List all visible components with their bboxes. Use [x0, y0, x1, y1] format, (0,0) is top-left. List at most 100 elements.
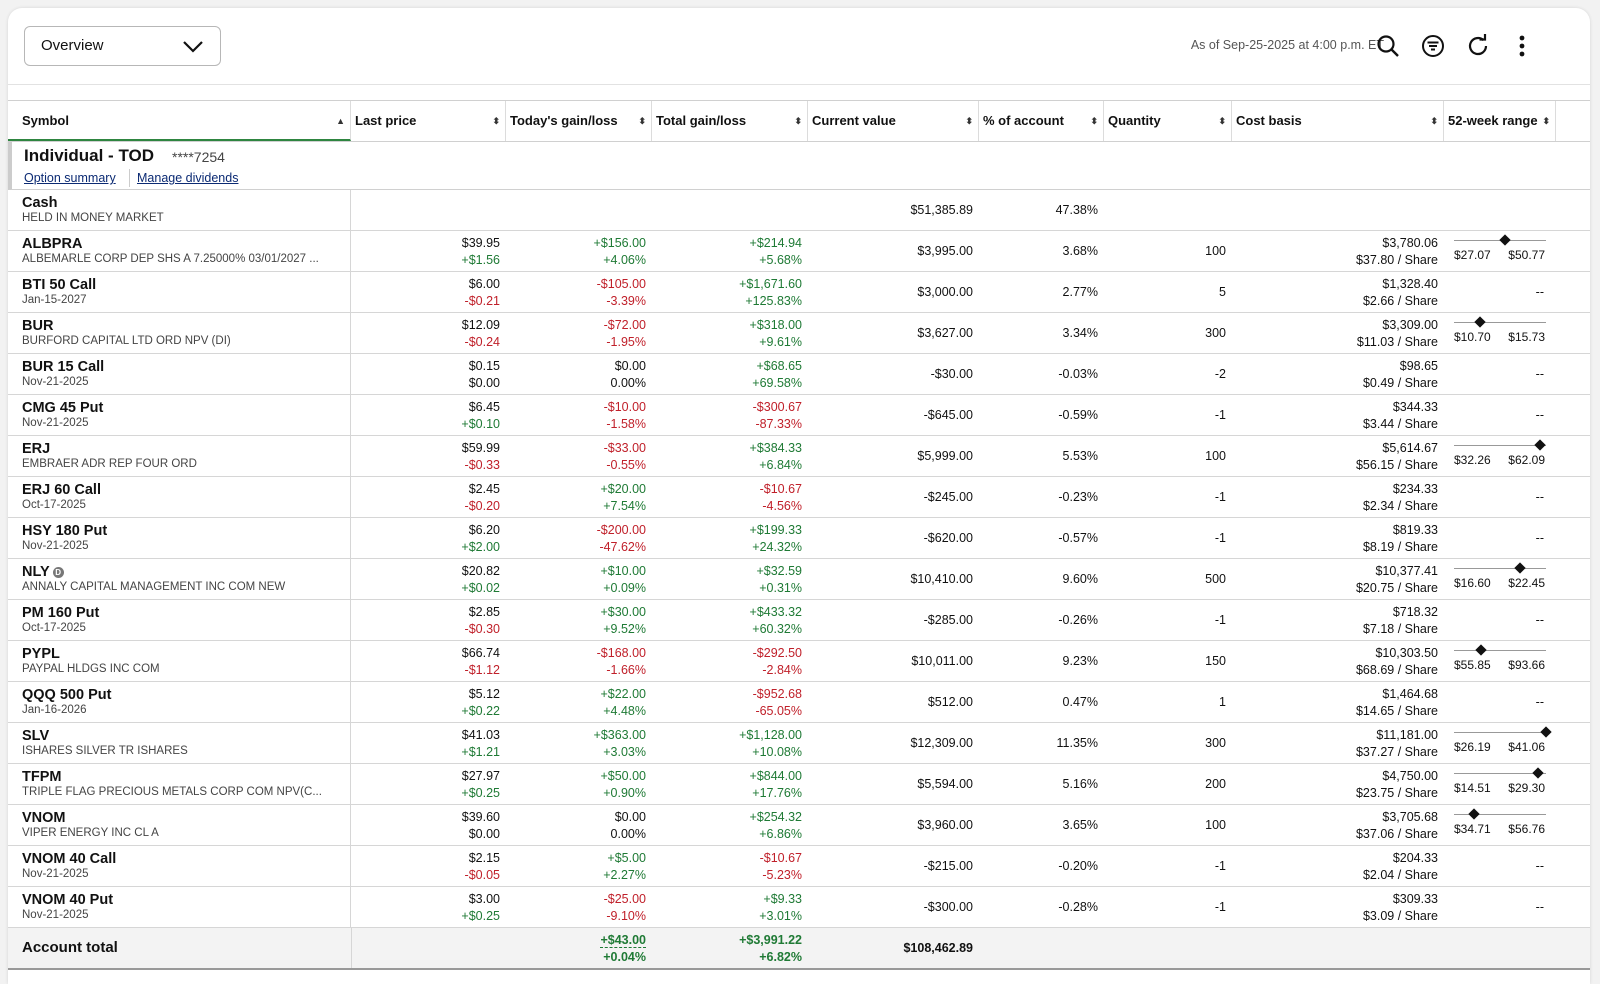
- cost-basis-total: $3,780.06: [1382, 236, 1438, 250]
- table-row[interactable]: PM 160 Put Oct-17-2025 $2.85 -$0.30 +$30…: [8, 600, 1590, 641]
- column-header-total-gain-loss[interactable]: Total gain/loss ⬍: [652, 101, 808, 141]
- table-row[interactable]: SLV ISHARES SILVER TR ISHARES $41.03 +$1…: [8, 723, 1590, 764]
- cost-basis-per-share: $7.18 / Share: [1362, 622, 1438, 636]
- column-header-percent-of-account[interactable]: % of account ⬍: [979, 101, 1104, 141]
- symbol-ticker[interactable]: HSY 180 Put: [22, 523, 107, 539]
- current-value: -$645.00: [923, 408, 973, 422]
- option-summary-link[interactable]: Option summary: [24, 171, 116, 185]
- manage-dividends-link[interactable]: Manage dividends: [137, 171, 239, 185]
- last-price: $66.74: [461, 646, 500, 660]
- symbol-ticker[interactable]: VNOM 40 Call: [22, 851, 116, 867]
- table-row[interactable]: PYPL PAYPAL HLDGS INC COM $66.74 -$1.12 …: [8, 641, 1590, 682]
- symbol-cell: BTI 50 Call Jan-15-2027: [8, 272, 351, 312]
- symbol-ticker[interactable]: PM 160 Put: [22, 605, 99, 621]
- total-gain-loss-cell: +$433.32 +60.32%: [652, 600, 808, 640]
- table-row[interactable]: NLY D ANNALY CAPITAL MANAGEMENT INC COM N…: [8, 559, 1590, 600]
- sort-icon: ⬍: [794, 116, 802, 126]
- percent-of-account: -0.03%: [1058, 367, 1098, 381]
- symbol-ticker[interactable]: PYPL: [22, 646, 60, 662]
- column-header-current-value[interactable]: Current value ⬍: [808, 101, 979, 141]
- todays-gain-loss-cell: +$22.00 +4.48%: [506, 682, 652, 722]
- last-price-cell: $66.74 -$1.12: [351, 641, 506, 681]
- table-row[interactable]: BUR BURFORD CAPITAL LTD ORD NPV (DI) $12…: [8, 313, 1590, 354]
- total-today-amount[interactable]: +$43.00: [600, 933, 646, 948]
- table-row[interactable]: VNOM VIPER ENERGY INC CL A $39.60 $0.00 …: [8, 805, 1590, 846]
- todays-gain-amount: -$105.00: [596, 277, 646, 291]
- table-row[interactable]: ALBPRA ALBEMARLE CORP DEP SHS A 7.25000%…: [8, 231, 1590, 272]
- last-price: $12.09: [461, 318, 500, 332]
- symbol-ticker[interactable]: VNOM: [22, 810, 66, 826]
- range-low: $16.60: [1454, 576, 1491, 590]
- current-value: -$620.00: [923, 531, 973, 545]
- range-high: $15.73: [1508, 330, 1545, 344]
- symbol-ticker[interactable]: BUR 15 Call: [22, 359, 104, 375]
- symbol-ticker[interactable]: TFPM: [22, 769, 61, 785]
- total-gain-percent: +6.86%: [759, 827, 802, 841]
- table-row[interactable]: QQQ 500 Put Jan-16-2026 $5.12 +$0.22 +$2…: [8, 682, 1590, 723]
- todays-gain-percent: -1.58%: [606, 417, 646, 431]
- todays-gain-percent: +7.54%: [603, 499, 646, 513]
- total-gain-percent: -4.56%: [762, 499, 802, 513]
- symbol-cell: VNOM VIPER ENERGY INC CL A: [8, 805, 351, 845]
- symbol-ticker[interactable]: BUR: [22, 318, 53, 334]
- table-row[interactable]: TFPM TRIPLE FLAG PRECIOUS METALS CORP CO…: [8, 764, 1590, 805]
- table-row[interactable]: ERJ 60 Call Oct-17-2025 $2.45 -$0.20 +$2…: [8, 477, 1590, 518]
- table-row-cash[interactable]: Cash HELD IN MONEY MARKET $51,385.89 47.…: [8, 190, 1590, 231]
- cost-basis-cell: $3,309.00 $11.03 / Share: [1232, 313, 1444, 353]
- todays-gain-percent: -3.39%: [606, 294, 646, 308]
- symbol-ticker[interactable]: ERJ 60 Call: [22, 482, 101, 498]
- symbol-ticker[interactable]: SLV: [22, 728, 49, 744]
- table-row[interactable]: VNOM 40 Put Nov-21-2025 $3.00 +$0.25 -$2…: [8, 887, 1590, 928]
- filter-icon[interactable]: [1419, 32, 1447, 60]
- refresh-icon[interactable]: [1464, 32, 1492, 60]
- symbol-ticker[interactable]: CMG 45 Put: [22, 400, 103, 416]
- symbol-ticker[interactable]: ALBPRA: [22, 236, 82, 252]
- column-header-52-week-range[interactable]: 52-week range ⬍: [1444, 101, 1556, 141]
- symbol-ticker[interactable]: Cash: [22, 195, 58, 211]
- symbol-ticker-text: SLV: [22, 728, 50, 744]
- last-price: $3.00: [468, 892, 500, 906]
- total-gain-loss-cell: +$384.33 +6.84%: [652, 436, 808, 476]
- table-row[interactable]: CMG 45 Put Nov-21-2025 $6.45 +$0.10 -$10…: [8, 395, 1590, 436]
- symbol-cell: [8, 928, 352, 968]
- account-name: Individual - TOD: [24, 146, 155, 165]
- current-value: -$285.00: [923, 613, 973, 627]
- table-row[interactable]: VNOM 40 Call Nov-21-2025 $2.15 -$0.05 +$…: [8, 846, 1590, 887]
- quantity: 300: [1205, 736, 1226, 750]
- column-label: Quantity: [1108, 113, 1161, 128]
- total-gain-amount: -$10.67: [759, 851, 802, 865]
- symbol-ticker[interactable]: ERJ: [22, 441, 50, 457]
- todays-gain-amount: -$10.00: [603, 400, 646, 414]
- table-row[interactable]: HSY 180 Put Nov-21-2025 $6.20 +$2.00 -$2…: [8, 518, 1590, 559]
- symbol-ticker[interactable]: BTI 50 Call: [22, 277, 96, 293]
- column-header-symbol[interactable]: Symbol ▲: [8, 101, 351, 141]
- symbol-ticker-text: BUR: [22, 318, 54, 334]
- symbol-ticker[interactable]: QQQ 500 Put: [22, 687, 111, 703]
- column-header-cost-basis[interactable]: Cost basis ⬍: [1232, 101, 1444, 141]
- view-select[interactable]: Overview: [24, 26, 221, 66]
- more-vertical-icon[interactable]: [1508, 32, 1536, 60]
- current-value: $3,995.00: [917, 244, 973, 258]
- table-row[interactable]: ERJ EMBRAER ADR REP FOUR ORD $59.99 -$0.…: [8, 436, 1590, 477]
- percent-of-account: 9.60%: [1062, 572, 1098, 586]
- symbol-ticker[interactable]: VNOM 40 Put: [22, 892, 113, 908]
- last-price-cell: $2.45 -$0.20: [351, 477, 506, 517]
- total-gain-percent: +0.31%: [759, 581, 802, 595]
- todays-gain-percent: +4.06%: [603, 253, 646, 267]
- last-price-cell: $59.99 -$0.33: [351, 436, 506, 476]
- table-row[interactable]: BUR 15 Call Nov-21-2025 $0.15 $0.00 $0.0…: [8, 354, 1590, 395]
- cost-basis-total: $10,303.50: [1375, 646, 1438, 660]
- last-price-change: +$0.10: [461, 417, 500, 431]
- last-price-change: -$1.12: [464, 663, 500, 677]
- total-gain-amount: +$318.00: [749, 318, 802, 332]
- column-header-todays-gain-loss[interactable]: Today's gain/loss ⬍: [506, 101, 652, 141]
- column-header-last-price[interactable]: Last price ⬍: [351, 101, 506, 141]
- symbol-ticker-text: VNOM 40 Put: [22, 892, 114, 908]
- last-price-cell: $39.60 $0.00: [351, 805, 506, 845]
- cost-basis-cell: $98.65 $0.49 / Share: [1232, 354, 1444, 394]
- search-icon[interactable]: [1374, 32, 1402, 60]
- symbol-ticker[interactable]: NLY D: [22, 564, 64, 580]
- table-row[interactable]: BTI 50 Call Jan-15-2027 $6.00 -$0.21 -$1…: [8, 272, 1590, 313]
- range-track: [1454, 814, 1546, 815]
- column-header-quantity[interactable]: Quantity ⬍: [1104, 101, 1232, 141]
